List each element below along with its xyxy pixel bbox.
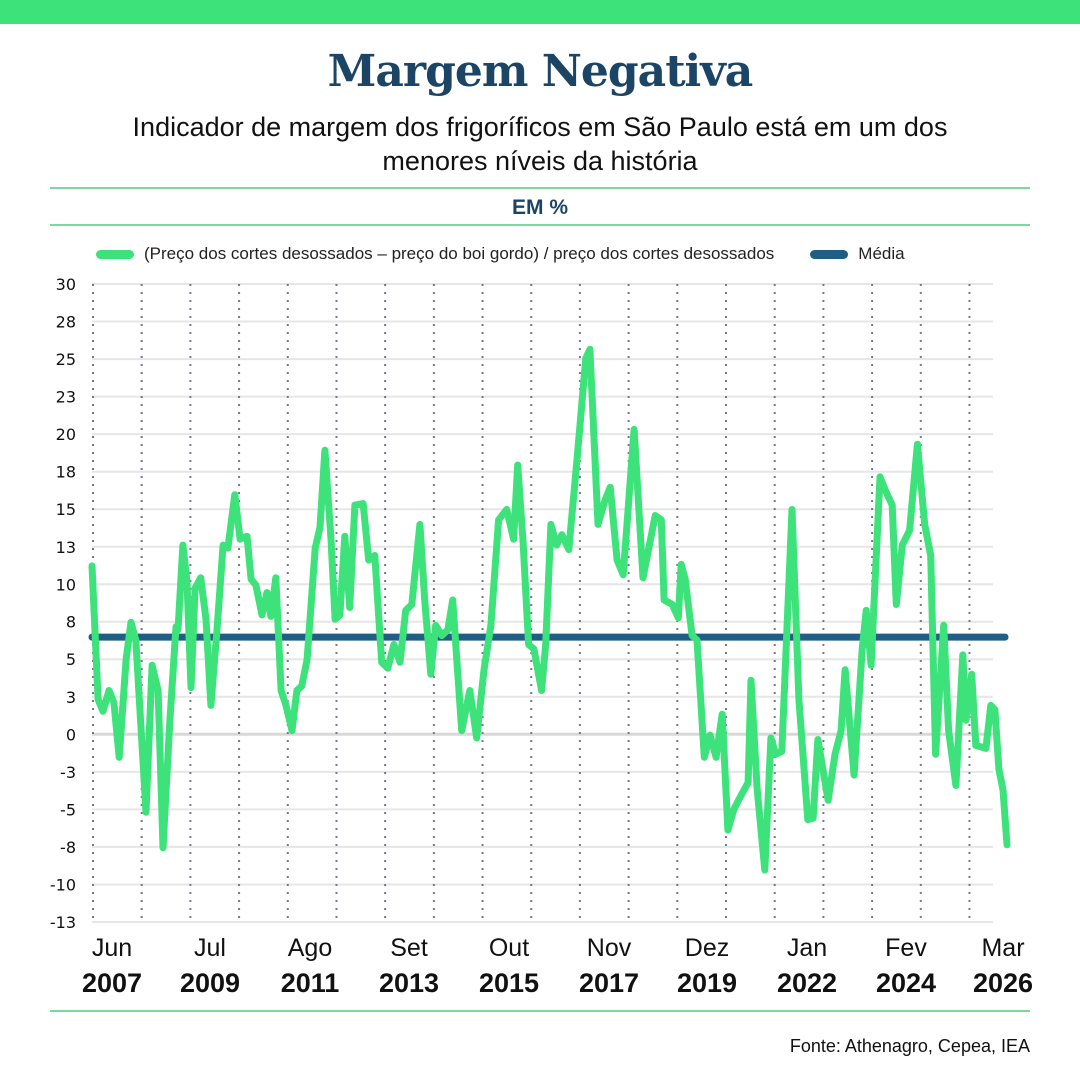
legend-swatch-margin xyxy=(96,249,134,259)
y-tick-label: 0 xyxy=(66,725,76,744)
x-tick-year: 2009 xyxy=(180,968,240,998)
legend-item-average: Média xyxy=(810,244,905,264)
legend-swatch-average xyxy=(810,249,849,259)
x-tick-month: Jun xyxy=(92,934,132,962)
legend-label-margin: (Preço dos cortes desossados – preço do … xyxy=(144,244,775,263)
margin-series-line xyxy=(88,345,1011,874)
x-tick-year: 2007 xyxy=(82,968,142,998)
top-accent-bar xyxy=(0,0,1080,24)
unit-label: EM % xyxy=(511,196,568,219)
y-tick-label: 25 xyxy=(56,350,76,369)
y-tick-label: 28 xyxy=(56,313,76,332)
y-tick-label: 5 xyxy=(66,650,76,669)
x-tick-year: 2026 xyxy=(973,968,1033,998)
y-tick-label: -10 xyxy=(50,875,76,894)
divider-top xyxy=(50,187,1030,189)
x-tick-month: Out xyxy=(489,934,529,962)
y-tick-label: -8 xyxy=(60,838,76,857)
x-axis-ticks: Jun 2007 Jul 2009 Ago 2011 Set 2013 Out 2015 Nov 20… xyxy=(82,934,1033,998)
y-tick-label: 30 xyxy=(56,275,76,294)
y-tick-label: -3 xyxy=(60,763,76,782)
x-tick-year: 2022 xyxy=(777,968,837,998)
y-tick-label: 23 xyxy=(56,388,76,407)
x-tick-month: Jul xyxy=(194,934,226,962)
x-tick-month: Nov xyxy=(587,934,632,962)
x-tick-month: Fev xyxy=(885,934,927,962)
y-tick-label: 20 xyxy=(56,425,76,444)
y-tick-label: 10 xyxy=(56,575,76,594)
y-tick-label: 18 xyxy=(56,463,76,482)
legend-label-average: Média xyxy=(858,244,905,263)
x-tick-month: Set xyxy=(390,934,428,962)
grid xyxy=(92,283,993,923)
y-tick-label: 8 xyxy=(66,613,76,632)
x-tick-month: Mar xyxy=(981,934,1024,962)
y-tick-label: 13 xyxy=(56,538,76,557)
x-tick-month: Jan xyxy=(787,934,827,962)
chart-title: Margem Negativa xyxy=(327,46,754,97)
y-tick-label: -13 xyxy=(50,913,76,932)
x-tick-year: 2019 xyxy=(677,968,737,998)
x-tick-year: 2017 xyxy=(579,968,639,998)
legend-item-margin: (Preço dos cortes desossados – preço do … xyxy=(96,244,774,264)
y-tick-label: 3 xyxy=(66,688,76,707)
x-tick-year: 2015 xyxy=(479,968,539,998)
source-note: Fonte: Athenagro, Cepea, IEA xyxy=(789,1036,1030,1056)
x-tick-year: 2011 xyxy=(281,968,340,998)
x-tick-year: 2024 xyxy=(876,968,936,998)
legend: (Preço dos cortes desossados – preço do … xyxy=(96,244,941,264)
y-tick-label: -5 xyxy=(60,800,76,819)
x-tick-month: Dez xyxy=(685,934,729,962)
divider-unit xyxy=(50,224,1030,226)
divider-bottom xyxy=(50,1010,1030,1012)
y-tick-label: 15 xyxy=(56,500,76,519)
chart-subtitle: Indicador de margem dos frigoríficos em … xyxy=(132,112,948,176)
x-tick-year: 2013 xyxy=(379,968,439,998)
x-tick-month: Ago xyxy=(288,934,332,962)
